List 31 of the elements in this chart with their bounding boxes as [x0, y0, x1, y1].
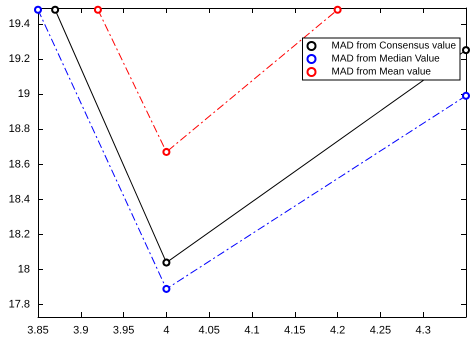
- y-tick-label: 18.6: [8, 158, 30, 170]
- point: [94, 6, 102, 14]
- point: [162, 148, 170, 156]
- legend-label: MAD from Consensus value: [332, 40, 456, 52]
- point: [51, 6, 60, 14]
- point: [162, 258, 170, 267]
- x-tick-label: 4.2: [330, 324, 346, 336]
- x-tick-label: 4.25: [370, 324, 392, 336]
- point: [462, 46, 470, 54]
- legend-label: MAD from Median Value: [332, 54, 440, 64]
- y-tick-label: 19: [18, 88, 30, 100]
- x-tick-label: 4.1: [244, 324, 260, 336]
- x-tick-label: 3.9: [73, 324, 88, 336]
- y-tick-label: 18.4: [8, 193, 30, 206]
- x-tick-label: 4.15: [284, 324, 306, 336]
- x-tick-label: 3.85: [27, 324, 49, 336]
- y-tick-label: 19.4: [8, 18, 30, 30]
- y-tick-label: 18: [18, 264, 30, 276]
- x-tick-label: 4.3: [416, 324, 431, 336]
- point: [162, 284, 170, 293]
- point: [34, 6, 42, 14]
- y-tick-label: 17.8: [8, 298, 30, 311]
- y-tick-label: 18.8: [8, 123, 30, 136]
- legend-label: MAD from Mean value: [332, 66, 432, 78]
- y-tick-label: 18.2: [8, 228, 30, 240]
- point: [462, 92, 470, 100]
- x-tick-label: 4.05: [198, 324, 220, 336]
- y-tick-label: 19.2: [8, 52, 30, 65]
- point: [334, 6, 342, 14]
- x-tick-label: 4: [163, 324, 170, 336]
- x-tick-label: 3.95: [112, 324, 134, 336]
